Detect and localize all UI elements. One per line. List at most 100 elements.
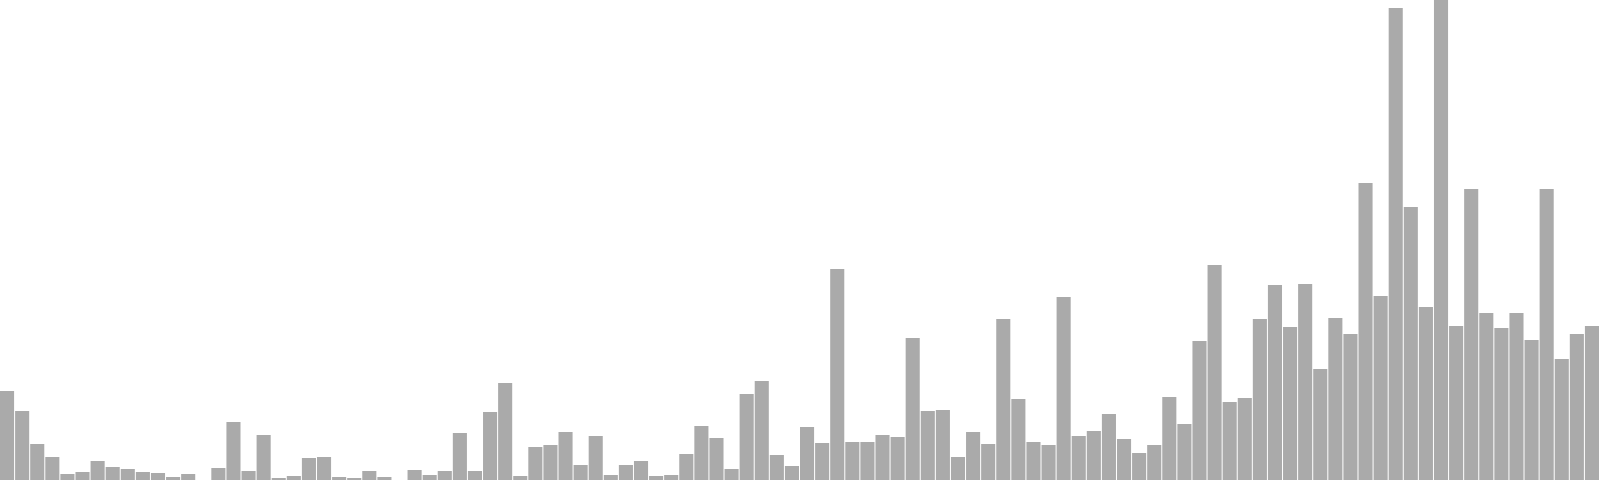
bar-102 xyxy=(1524,340,1539,480)
bar-95 xyxy=(1418,307,1433,480)
bar-37 xyxy=(543,445,558,480)
bar-98 xyxy=(1464,189,1479,480)
bar-3 xyxy=(30,444,45,480)
bar-11 xyxy=(150,473,166,480)
bar-92 xyxy=(1373,296,1388,480)
bar-24 xyxy=(347,478,362,480)
bar-96 xyxy=(1433,0,1449,480)
bar-75 xyxy=(1116,439,1132,480)
bar-58 xyxy=(860,442,875,480)
bar-99 xyxy=(1479,313,1494,480)
bar-30 xyxy=(437,471,452,480)
bar-52 xyxy=(769,455,784,480)
bar-90 xyxy=(1343,334,1358,480)
bar-61 xyxy=(905,338,920,480)
bar-104 xyxy=(1554,359,1569,480)
bar-40 xyxy=(588,436,603,480)
bar-17 xyxy=(241,471,256,480)
bar-4 xyxy=(45,457,60,480)
bar-39 xyxy=(573,465,588,480)
bar-70 xyxy=(1041,445,1056,480)
bar-81 xyxy=(1207,265,1222,480)
bar-19 xyxy=(271,478,286,480)
bar-67 xyxy=(996,319,1011,480)
bar-23 xyxy=(332,477,347,480)
bar-35 xyxy=(513,476,528,480)
bar-43 xyxy=(633,461,649,480)
bar-31 xyxy=(452,433,467,480)
bar-93 xyxy=(1388,8,1403,480)
bar-76 xyxy=(1132,453,1147,480)
bar-1 xyxy=(0,391,15,480)
bar-46 xyxy=(679,454,694,480)
bar-8 xyxy=(105,467,120,480)
bar-84 xyxy=(1252,319,1267,480)
bar-88 xyxy=(1313,369,1328,480)
bar-26 xyxy=(377,477,392,480)
bar-33 xyxy=(483,412,498,480)
bar-41 xyxy=(603,475,618,480)
bar-89 xyxy=(1328,318,1343,480)
bar-100 xyxy=(1494,328,1509,480)
bar-36 xyxy=(528,447,543,480)
bar-7 xyxy=(90,461,105,480)
bar-105 xyxy=(1569,334,1584,480)
bar-29 xyxy=(422,475,437,480)
bar-5 xyxy=(60,474,75,480)
bar-44 xyxy=(649,476,664,480)
bar-6 xyxy=(75,472,90,480)
bar-62 xyxy=(920,411,935,480)
bar-74 xyxy=(1101,414,1116,480)
bar-16 xyxy=(226,422,241,480)
bar-101 xyxy=(1509,313,1524,480)
bar-45 xyxy=(664,475,679,480)
bar-22 xyxy=(316,457,332,480)
bar-82 xyxy=(1222,402,1237,480)
bar-49 xyxy=(724,469,739,480)
bar-91 xyxy=(1358,183,1373,480)
bar-34 xyxy=(498,383,513,480)
bar-63 xyxy=(935,410,950,480)
bar-32 xyxy=(467,471,483,480)
bar-64 xyxy=(950,457,966,480)
bar-60 xyxy=(890,437,905,480)
bar-73 xyxy=(1086,431,1101,480)
bar-97 xyxy=(1449,326,1464,480)
bar-2 xyxy=(15,411,30,480)
bar-59 xyxy=(875,435,890,480)
bar-10 xyxy=(135,472,150,480)
bar-20 xyxy=(286,476,301,480)
bar-79 xyxy=(1177,424,1192,480)
bar-51 xyxy=(754,381,769,480)
bar-68 xyxy=(1011,399,1026,480)
bar-28 xyxy=(407,470,422,480)
bar-47 xyxy=(694,426,709,480)
bar-48 xyxy=(709,438,724,480)
bar-54 xyxy=(800,427,815,480)
bar-86 xyxy=(1283,327,1298,480)
bar-65 xyxy=(966,432,981,480)
bar-57 xyxy=(845,442,860,480)
bar-21 xyxy=(301,458,316,480)
bar-83 xyxy=(1237,398,1252,480)
bar-87 xyxy=(1298,284,1313,480)
bar-69 xyxy=(1026,442,1041,480)
bar-71 xyxy=(1056,297,1071,480)
bar-66 xyxy=(981,444,996,480)
bar-106 xyxy=(1584,326,1599,480)
bar-85 xyxy=(1267,285,1283,480)
bar-55 xyxy=(815,443,830,480)
bar-13 xyxy=(181,474,196,480)
bar-56 xyxy=(830,269,845,480)
bar-50 xyxy=(739,394,754,480)
bar-78 xyxy=(1162,397,1177,480)
bar-94 xyxy=(1403,207,1418,480)
bar-18 xyxy=(256,435,271,480)
bar-72 xyxy=(1071,436,1086,480)
bar-80 xyxy=(1192,341,1207,480)
bar-38 xyxy=(558,432,573,480)
bar-15 xyxy=(211,468,226,480)
bar-53 xyxy=(784,466,799,480)
